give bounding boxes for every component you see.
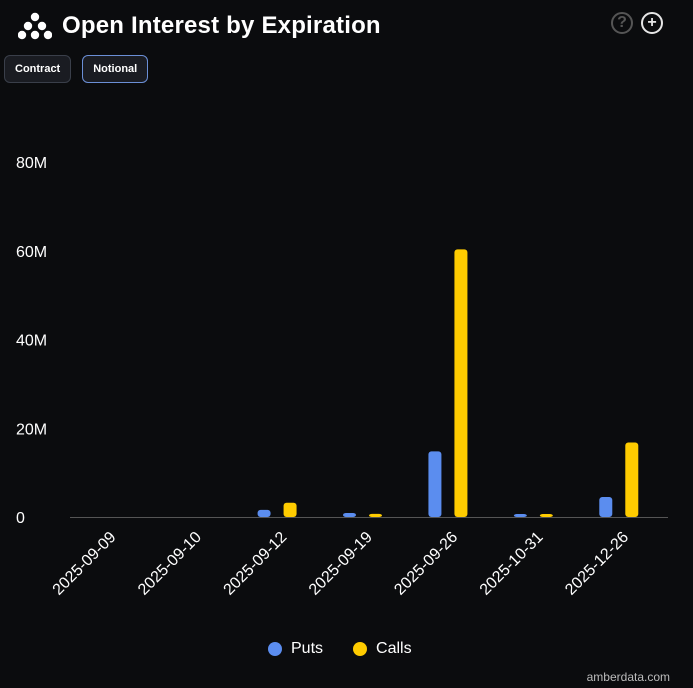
y-tick-label: 0 — [16, 510, 25, 527]
x-tick-label: 2025-09-09 — [50, 529, 120, 599]
y-tick-label: 60M — [16, 244, 47, 261]
chart-legend: Puts Calls — [268, 640, 412, 658]
bar-puts — [428, 451, 442, 517]
x-tick-label: 2025-10-31 — [477, 529, 547, 599]
y-tick-label: 40M — [16, 333, 47, 350]
bar-puts — [343, 513, 356, 517]
header: Open Interest by Expiration — [18, 10, 381, 42]
x-tick-label: 2025-09-10 — [135, 529, 205, 599]
puts-swatch — [268, 642, 282, 656]
legend-label-calls: Calls — [376, 640, 412, 657]
x-tick-label: 2025-09-12 — [221, 529, 291, 599]
bar-calls — [283, 502, 297, 517]
page-title: Open Interest by Expiration — [62, 12, 381, 39]
legend-label-puts: Puts — [291, 640, 324, 657]
bar-calls — [625, 442, 639, 517]
unit-toggle: Contract Notional — [4, 55, 149, 83]
bar-puts — [513, 514, 527, 517]
x-tick-label: 2025-09-19 — [306, 529, 376, 599]
add-icon[interactable]: + — [641, 12, 663, 34]
x-tick-label: 2025-09-26 — [391, 529, 461, 599]
y-tick-label: 80M — [16, 155, 47, 172]
header-actions: ? + — [611, 12, 663, 34]
legend-item-puts[interactable]: Puts — [268, 640, 323, 658]
calls-swatch — [353, 642, 368, 656]
help-icon[interactable]: ? — [611, 12, 633, 34]
x-tick-label: 2025-12-26 — [562, 529, 632, 599]
footer-brand: amberdata.com — [586, 670, 670, 684]
bar-calls — [369, 513, 382, 517]
legend-item-calls[interactable]: Calls — [353, 640, 412, 658]
amberdata-logo-icon — [18, 12, 52, 40]
bar-puts — [599, 497, 613, 517]
contract-button[interactable]: Contract — [4, 55, 72, 83]
notional-button[interactable]: Notional — [82, 55, 149, 83]
bar-calls — [539, 514, 553, 517]
bar-puts — [257, 509, 271, 517]
y-tick-label: 20M — [16, 421, 47, 438]
bar-calls — [454, 249, 468, 517]
